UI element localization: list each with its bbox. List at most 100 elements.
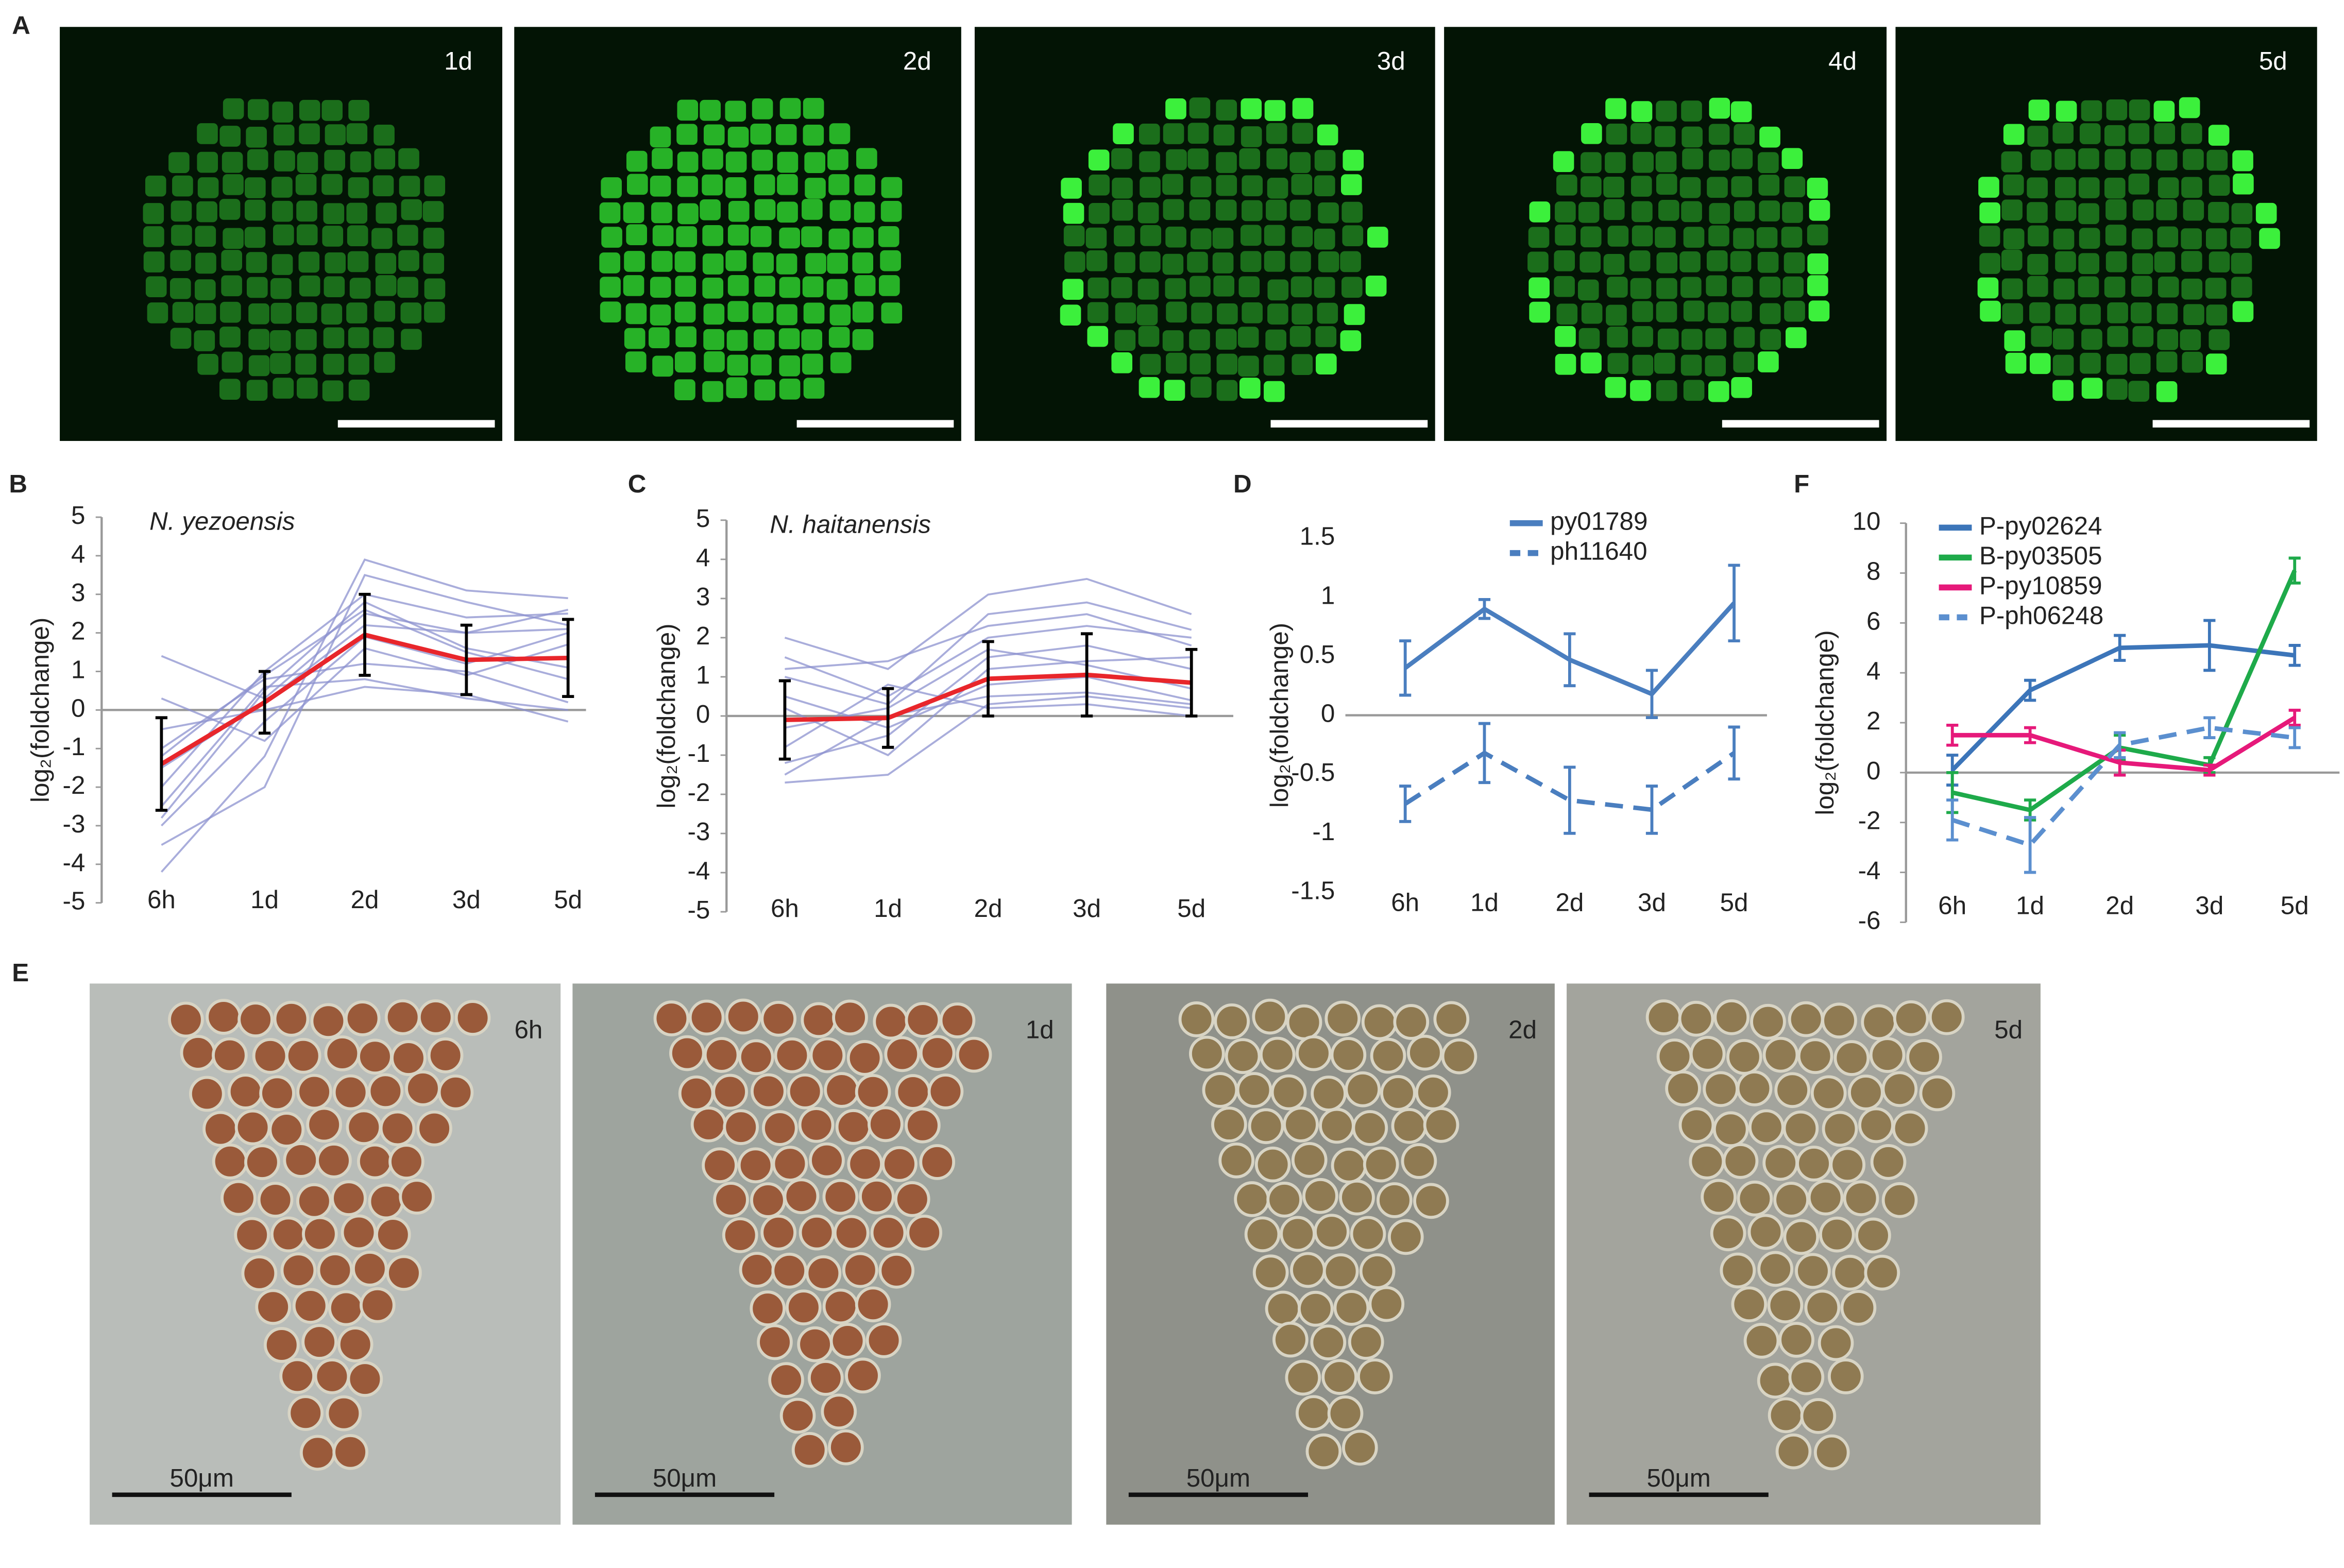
cell	[399, 1179, 435, 1215]
cell	[1345, 1071, 1381, 1107]
cell	[2104, 125, 2126, 146]
cell	[1733, 228, 1754, 249]
cell	[1784, 252, 1805, 274]
cell	[881, 1146, 918, 1182]
cell	[219, 126, 241, 147]
cell	[1112, 199, 1133, 221]
y-tick-label: -1	[1312, 817, 1335, 846]
cell	[1689, 1035, 1726, 1072]
cell	[221, 275, 242, 297]
cell	[1819, 1216, 1855, 1253]
cell	[348, 353, 369, 375]
cell	[197, 123, 218, 144]
cell	[1712, 1111, 1749, 1148]
cell	[1762, 1036, 1799, 1073]
cell	[777, 201, 798, 223]
cell	[2206, 149, 2228, 171]
panel-letter: D	[1233, 470, 1252, 498]
cell	[2181, 228, 2202, 249]
cell	[599, 202, 621, 224]
image-tag: 5d	[1994, 1015, 2023, 1044]
cell	[2132, 199, 2154, 220]
cell	[1327, 1395, 1364, 1431]
cell	[1580, 226, 1602, 248]
cell	[1352, 1110, 1388, 1146]
cell	[1340, 251, 1361, 272]
cell	[1632, 201, 1653, 223]
cell	[2003, 228, 2025, 250]
cell	[1191, 302, 1212, 324]
cell	[352, 1251, 388, 1287]
cell	[346, 202, 368, 224]
cell	[1239, 148, 1261, 169]
cell	[833, 1215, 870, 1251]
cell	[1757, 251, 1779, 273]
cell	[829, 1323, 866, 1359]
cell	[1339, 1179, 1375, 1216]
cell	[171, 200, 192, 222]
cell	[405, 1070, 441, 1106]
cell	[1821, 1002, 1857, 1039]
legend-label: P-py10859	[1979, 571, 2102, 600]
cell	[1317, 124, 1338, 146]
cell	[1605, 152, 1626, 173]
cell	[2078, 253, 2099, 274]
cell	[650, 176, 671, 197]
cell	[895, 1074, 931, 1110]
cell	[1213, 275, 1235, 297]
cell	[1833, 1040, 1870, 1076]
cell	[738, 1039, 774, 1076]
cell	[1606, 123, 1627, 145]
cell	[1734, 327, 1755, 348]
chart-title: N. yezoensis	[149, 507, 295, 536]
y-tick-label: 0	[1321, 700, 1335, 728]
cell	[1165, 98, 1186, 120]
error-bar	[1564, 765, 1576, 835]
cell	[779, 1397, 816, 1434]
cell	[906, 1215, 943, 1251]
cell	[331, 1180, 367, 1216]
cell	[1341, 277, 1363, 298]
cell	[1656, 252, 1678, 274]
cell	[2128, 381, 2150, 402]
cell	[1163, 199, 1184, 220]
cell	[2081, 329, 2102, 350]
error-bar	[2203, 716, 2216, 739]
cell	[255, 1289, 291, 1325]
cell	[779, 98, 801, 119]
cell	[1266, 199, 1287, 221]
cell	[2205, 353, 2227, 375]
cell	[287, 1395, 324, 1431]
cell	[1630, 123, 1652, 144]
cell	[1810, 1075, 1847, 1112]
cell	[727, 354, 749, 376]
cell	[700, 199, 721, 220]
panel-letter: A	[12, 11, 30, 39]
y-tick-label: -3	[63, 810, 86, 838]
cell	[1783, 1219, 1820, 1255]
cell	[2053, 228, 2075, 250]
cell	[2230, 227, 2251, 249]
cell	[337, 1326, 373, 1362]
cell	[702, 174, 723, 196]
cell	[626, 174, 648, 195]
cell	[1387, 1219, 1424, 1255]
cell	[321, 100, 343, 121]
cell	[1190, 353, 1211, 374]
cell	[855, 1286, 891, 1323]
cell	[1212, 228, 1234, 249]
cell	[688, 999, 725, 1036]
cell	[1679, 251, 1701, 272]
cell	[1756, 227, 1778, 248]
cell	[2002, 174, 2024, 196]
cell	[779, 277, 801, 298]
cell	[828, 327, 850, 348]
y-tick-label: 3	[696, 583, 710, 611]
cell	[650, 277, 671, 298]
cell	[1238, 355, 1259, 377]
cell	[1784, 176, 1806, 198]
y-tick-label: -6	[1858, 906, 1881, 934]
cell	[1341, 174, 1362, 195]
cell	[399, 176, 420, 197]
cell	[1795, 1253, 1831, 1289]
